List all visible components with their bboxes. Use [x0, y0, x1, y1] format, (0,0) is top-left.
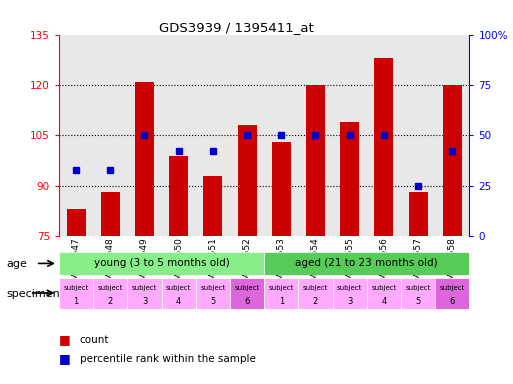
Bar	[264, 252, 469, 275]
Bar	[127, 35, 162, 236]
Bar	[59, 252, 264, 275]
Text: subject: subject	[269, 285, 294, 291]
Bar	[230, 35, 264, 236]
Bar	[93, 278, 127, 309]
Text: ■: ■	[59, 333, 71, 346]
Text: subject: subject	[337, 285, 362, 291]
Text: 3: 3	[142, 297, 147, 306]
Bar	[374, 58, 393, 236]
Text: percentile rank within the sample: percentile rank within the sample	[80, 354, 255, 364]
Text: subject: subject	[132, 285, 157, 291]
Text: 3: 3	[347, 297, 352, 306]
Bar	[162, 35, 196, 236]
Text: subject: subject	[371, 285, 397, 291]
Text: count: count	[80, 335, 109, 345]
Bar	[264, 278, 299, 309]
Text: 6: 6	[449, 297, 455, 306]
Text: subject: subject	[234, 285, 260, 291]
Text: young (3 to 5 months old): young (3 to 5 months old)	[94, 258, 229, 268]
Bar	[135, 82, 154, 236]
Bar	[299, 278, 332, 309]
Bar	[435, 278, 469, 309]
Bar	[264, 35, 299, 236]
Bar	[332, 35, 367, 236]
Text: subject: subject	[440, 285, 465, 291]
Text: age: age	[7, 259, 28, 269]
Bar	[101, 192, 120, 236]
Bar	[67, 209, 86, 236]
Text: ■: ■	[59, 353, 71, 366]
Text: 5: 5	[210, 297, 215, 306]
Bar	[435, 35, 469, 236]
Bar	[196, 35, 230, 236]
Text: 1: 1	[73, 297, 78, 306]
Text: 2: 2	[313, 297, 318, 306]
Text: 6: 6	[244, 297, 250, 306]
Bar	[162, 278, 196, 309]
Bar	[332, 278, 367, 309]
Bar	[401, 278, 435, 309]
Text: 1: 1	[279, 297, 284, 306]
Bar	[306, 85, 325, 236]
Bar	[443, 85, 462, 236]
Bar	[196, 278, 230, 309]
Text: subject: subject	[303, 285, 328, 291]
Bar	[127, 278, 162, 309]
Bar	[272, 142, 291, 236]
Bar	[340, 122, 359, 236]
Text: 4: 4	[176, 297, 181, 306]
Bar	[59, 278, 93, 309]
Text: subject: subject	[64, 285, 89, 291]
Text: subject: subject	[166, 285, 191, 291]
Text: specimen: specimen	[7, 289, 61, 299]
Text: subject: subject	[97, 285, 123, 291]
Text: aged (21 to 23 months old): aged (21 to 23 months old)	[295, 258, 438, 268]
Bar	[238, 125, 256, 236]
Text: subject: subject	[200, 285, 226, 291]
Bar	[169, 156, 188, 236]
Bar	[299, 35, 332, 236]
Bar	[204, 176, 222, 236]
Bar	[59, 35, 93, 236]
Bar	[367, 278, 401, 309]
Text: 4: 4	[381, 297, 386, 306]
Bar	[367, 35, 401, 236]
Bar	[230, 278, 264, 309]
Bar	[409, 192, 427, 236]
Text: 2: 2	[108, 297, 113, 306]
Text: GDS3939 / 1395411_at: GDS3939 / 1395411_at	[159, 21, 313, 34]
Text: subject: subject	[405, 285, 431, 291]
Bar	[401, 35, 435, 236]
Text: 5: 5	[416, 297, 421, 306]
Bar	[93, 35, 127, 236]
